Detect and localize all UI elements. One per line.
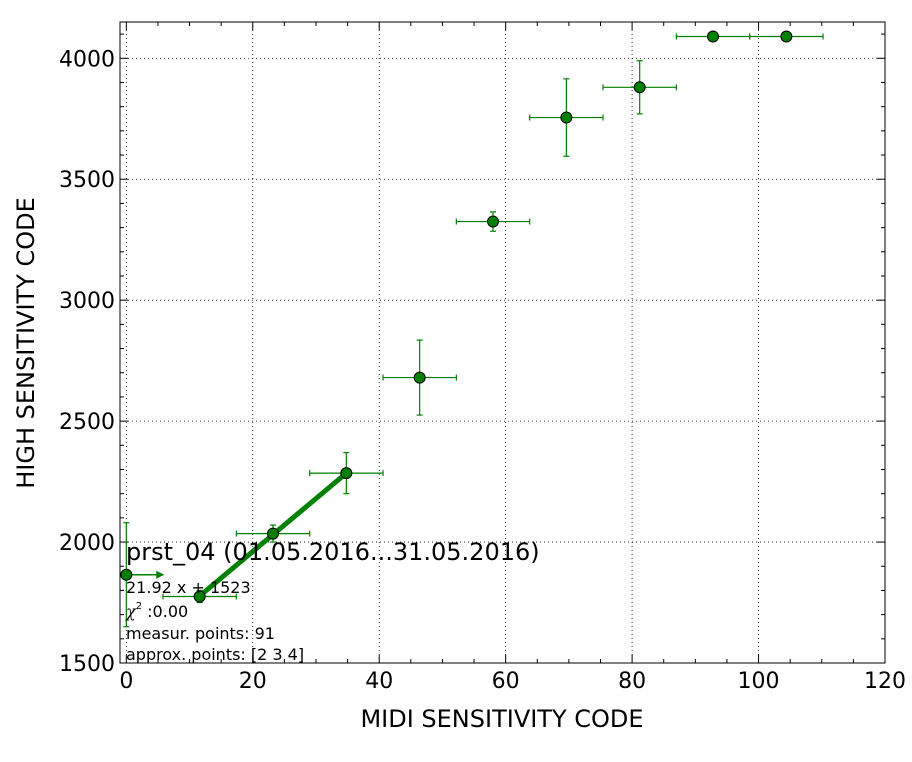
x-tick-label: 120 [864,669,906,694]
plot-frame [119,21,886,664]
data-point [780,30,793,43]
data-point [560,111,573,124]
y-tick-label: 3000 [59,289,115,314]
x-axis-label: MIDI SENSITIVITY CODE [360,705,643,733]
annotation-chi2: χ2 :0.00 [125,601,188,621]
chi-value: :0.00 [142,602,188,621]
y-tick-label: 2000 [59,531,115,556]
data-points [120,30,793,603]
annotation-approx-points: approx. points: [2 3 4] [126,645,304,664]
chi-exponent: 2 [136,601,142,612]
x-tick-label: 100 [738,669,780,694]
y-tick-label: 2500 [59,410,115,435]
tick-labels: 0 20 40 60 80 100 120 1500 2000 2500 3000 3500 4000 [59,47,906,694]
data-point [340,467,353,480]
data-point [487,215,500,228]
axis-ticks [120,22,886,664]
annotation-measur-points: measur. points: 91 [126,624,275,643]
x-tick-label: 20 [239,669,267,694]
y-tick-label: 4000 [59,47,115,72]
data-point [707,30,720,43]
data-point [193,590,206,603]
data-point [267,527,279,540]
x-tick-label: 80 [618,669,646,694]
y-axis-label: HIGH SENSITIVITY CODE [12,197,40,489]
data-point [413,371,426,384]
data-point [120,568,133,581]
data-point [633,81,646,94]
y-tick-label: 1500 [59,652,115,677]
annotation-equation: 21.92 x + 1523 [126,578,251,597]
chi-symbol: χ [125,602,137,621]
x-tick-label: 40 [365,669,393,694]
grid [120,22,885,663]
y-tick-label: 3500 [59,168,115,193]
annotation-title: prst_04 (01.05.2016...31.05.2016) [126,538,540,566]
x-tick-label: 60 [492,669,520,694]
arrow-head [156,570,165,579]
x-tick-label: 0 [119,669,133,694]
